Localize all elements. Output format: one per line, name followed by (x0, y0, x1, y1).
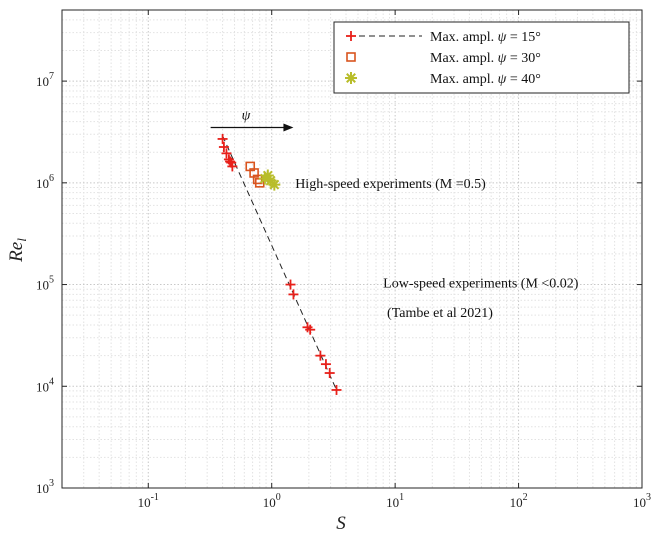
data-point-series-1 (225, 156, 236, 167)
y-tick-exponent: 7 (49, 71, 54, 82)
x-axis-label: S (336, 513, 346, 534)
psi-arrow-label: ψ (242, 108, 251, 123)
y-tick-label: 103 (36, 478, 54, 496)
y-tick-label: 106 (36, 173, 54, 191)
x-tick-exponent: 1 (399, 492, 404, 503)
x-tick-exponent: 3 (646, 492, 651, 503)
legend-marker-2 (346, 52, 356, 62)
y-tick-exponent: 5 (49, 275, 54, 286)
fit-line (222, 135, 337, 391)
y-tick-exponent: 6 (49, 173, 54, 184)
data-point-series-1 (320, 359, 331, 370)
data-point-series-3 (268, 178, 281, 191)
plot-frame (61, 9, 643, 489)
y-tick-label: 107 (36, 71, 54, 89)
annotation-low-speed_1: Low-speed experiments (M <0.02) (383, 276, 579, 291)
data-markers (217, 133, 342, 395)
legend-label-3: Max. ampl. ψ = 40° (430, 72, 541, 87)
annotation-high-speed: High-speed experiments (M =0.5) (295, 177, 486, 192)
x-tick-base: 10 (633, 495, 646, 510)
legend-box (333, 21, 630, 94)
x-tick-exponent: 2 (523, 492, 528, 503)
legend: Max. ampl. ψ = 15° Max. ampl. ψ = 30° Max.… (333, 21, 630, 94)
annotations: High-speed experiments (M =0.5) Low-speed… (295, 177, 579, 321)
x-tick-base: 10 (263, 495, 276, 510)
y-tick-base: 10 (36, 379, 49, 394)
y-tick-base: 10 (36, 176, 49, 191)
y-tick-label: 105 (36, 275, 54, 293)
arrow-head (283, 123, 294, 132)
data-point-series-1 (315, 350, 326, 361)
y-tick-label: 104 (36, 376, 54, 394)
y-tick-exponent: 4 (49, 376, 54, 387)
data-point-series-1 (218, 142, 229, 153)
psi-arrow: ψ (210, 108, 294, 132)
data-point-series-1 (217, 133, 228, 144)
x-tick-exponent: 0 (276, 492, 281, 503)
x-tick-label: 10-1 (138, 492, 159, 510)
x-tick-base: 10 (510, 495, 523, 510)
data-point-series-1 (305, 324, 316, 335)
y-axis-label: Rel (6, 238, 29, 263)
x-tick-base: 10 (386, 495, 399, 510)
x-tick-label: 103 (633, 492, 651, 510)
data-point-series-1 (288, 289, 299, 300)
y-tick-exponent: 3 (49, 478, 54, 489)
annotation-low-speed_2: (Tambe et al 2021) (387, 306, 493, 321)
fit-line-segment (222, 135, 337, 391)
x-tick-label: 102 (510, 492, 528, 510)
x-tick-label: 100 (263, 492, 281, 510)
y-tick-base: 10 (36, 74, 49, 89)
y-tick-base: 10 (36, 278, 49, 293)
data-point-series-1 (221, 148, 232, 159)
y-tick-base: 10 (36, 481, 49, 496)
legend-marker-1 (346, 31, 356, 41)
data-point-series-1 (227, 161, 238, 172)
data-point-series-1 (324, 368, 335, 379)
x-tick-label: 101 (386, 492, 404, 510)
legend-label-2: Max. ampl. ψ = 30° (430, 51, 541, 66)
data-point-series-1 (331, 384, 342, 395)
legend-label-1: Max. ampl. ψ = 15° (430, 30, 541, 45)
data-point-series-1 (285, 279, 296, 290)
axes-frame (61, 9, 643, 489)
legend-marker-3 (345, 72, 357, 84)
x-tick-exponent: -1 (151, 492, 159, 503)
x-tick-base: 10 (138, 495, 151, 510)
